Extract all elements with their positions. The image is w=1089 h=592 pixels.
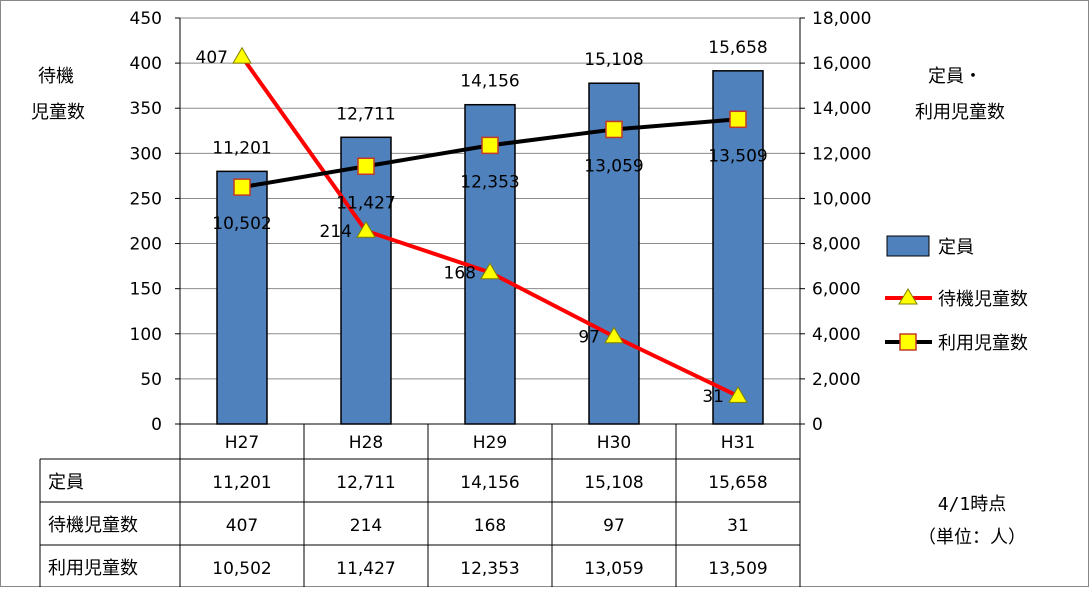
- waiting-children-marker: [480, 262, 500, 280]
- table-cell: 407: [226, 516, 258, 536]
- y-left-tick-label: 400: [130, 54, 162, 74]
- table-cell: 11,427: [336, 559, 395, 579]
- axis-titles: 待機児童数 定員・利用児童数: [31, 66, 1005, 123]
- legend-label: 定員: [938, 237, 974, 258]
- legend-swatch-enrolled-marker: [899, 333, 917, 351]
- y-right-tick-label: 8,000: [812, 235, 861, 255]
- table-row-header: 利用児童数: [48, 558, 138, 579]
- waiting-children-marker: [604, 326, 624, 344]
- table-cell: 168: [474, 516, 506, 536]
- tick-labels: 0 50 100 150 200 250 300 350 400 450 0 2,000 4,000 6,…: [130, 9, 872, 435]
- y-right-axis-title: 定員・: [928, 66, 982, 87]
- table-cell: 12,353: [460, 559, 519, 579]
- bar-H28: [340, 136, 392, 425]
- y-left-tick-label: 300: [130, 144, 162, 164]
- x-tick-label: H31: [721, 433, 755, 453]
- bar-H30: [588, 82, 640, 425]
- table-cell: 12,711: [336, 473, 395, 493]
- bar-value-label: 12,711: [336, 104, 395, 124]
- line-series: [232, 46, 748, 403]
- unit-note-line: 4/1時点: [938, 494, 1007, 515]
- axes: [175, 17, 805, 425]
- table-cell: 15,658: [708, 473, 767, 493]
- y-right-tick-label: 12,000: [812, 144, 871, 164]
- bar-H31: [712, 70, 764, 425]
- unit-note: 4/1時点 （単位：人）: [918, 494, 1026, 548]
- y-left-tick-label: 450: [130, 9, 162, 29]
- data-labels: 11,201 12,711 14,156 15,108 15,658 407 214 168 9…: [196, 38, 768, 407]
- x-tick-label: H28: [349, 433, 383, 453]
- bar-value-label: 15,108: [584, 50, 643, 70]
- y-right-tick-label: 2,000: [812, 370, 861, 390]
- table-row-header: 定員: [48, 472, 84, 493]
- waiting-children-marker: [728, 386, 748, 403]
- enrolled-children-value-label: 10,502: [212, 214, 271, 234]
- y-right-tick-label: 16,000: [812, 54, 871, 74]
- y-right-tick-label: 0: [812, 415, 823, 435]
- table-cell: 97: [603, 516, 625, 536]
- x-tick-label: H29: [473, 433, 507, 453]
- enrolled-children-marker: [729, 110, 747, 129]
- legend-label: 待機児童数: [938, 289, 1028, 310]
- bar-value-label: 14,156: [460, 72, 519, 92]
- table-cell: 13,509: [708, 559, 767, 579]
- waiting-children-value-label: 168: [444, 263, 476, 283]
- table-cell: 214: [350, 516, 382, 536]
- y-left-axis-title: 待機: [38, 66, 74, 87]
- waiting-children-value-label: 97: [578, 327, 600, 347]
- table-row-header: 待機児童数: [48, 515, 138, 536]
- enrolled-children-marker: [481, 136, 499, 155]
- y-left-tick-label: 0: [151, 415, 162, 435]
- y-right-tick-label: 18,000: [812, 9, 871, 29]
- waiting-children-value-label: 214: [320, 222, 352, 242]
- table-cell: 15,108: [584, 473, 643, 493]
- y-left-tick-label: 250: [130, 189, 162, 209]
- enrolled-children-value-label: 13,059: [584, 156, 643, 176]
- y-right-tick-label: 10,000: [812, 189, 871, 209]
- y-left-tick-label: 350: [130, 99, 162, 119]
- waiting-children-marker: [356, 220, 376, 238]
- bar-value-label: 15,658: [708, 38, 767, 58]
- table-cell: 13,059: [584, 559, 643, 579]
- unit-note-line: （単位：人）: [918, 527, 1026, 548]
- enrolled-children-marker: [233, 178, 251, 196]
- y-right-tick-label: 6,000: [812, 280, 861, 300]
- legend-label: 利用児童数: [938, 333, 1028, 354]
- y-left-tick-label: 150: [130, 280, 162, 300]
- y-right-tick-label: 4,000: [812, 325, 861, 345]
- table-cell: 31: [727, 516, 749, 536]
- table-cell: 10,502: [212, 559, 271, 579]
- bar-value-label: 11,201: [212, 138, 271, 158]
- y-right-tick-label: 14,000: [812, 99, 871, 119]
- waiting-children-value-label: 31: [702, 387, 724, 407]
- data-table: H27 H28 H29 H30 H31 定員 11,201 12,711 14,156 15,10…: [39, 424, 801, 587]
- y-left-tick-label: 200: [130, 235, 162, 255]
- y-right-axis-title: 利用児童数: [915, 102, 1005, 123]
- enrolled-children-value-label: 13,509: [708, 146, 767, 166]
- x-tick-label: H27: [225, 433, 259, 453]
- waiting-children-value-label: 407: [196, 48, 228, 68]
- waiting-children-marker: [232, 46, 252, 64]
- bar-H27: [216, 170, 268, 425]
- table-cell: 14,156: [460, 473, 519, 493]
- enrolled-children-marker: [357, 157, 375, 176]
- legend-swatch-waiting-marker: [898, 288, 918, 305]
- y-left-tick-label: 100: [130, 325, 162, 345]
- enrolled-children-value-label: 11,427: [336, 193, 395, 213]
- table-cell: 11,201: [212, 473, 271, 493]
- enrolled-children-marker: [605, 120, 623, 139]
- x-tick-label: H30: [597, 433, 631, 453]
- y-left-axis-title: 児童数: [31, 102, 85, 123]
- y-left-tick-label: 50: [140, 370, 162, 390]
- enrolled-children-value-label: 12,353: [460, 172, 519, 192]
- legend-swatch-capacity: [886, 235, 930, 257]
